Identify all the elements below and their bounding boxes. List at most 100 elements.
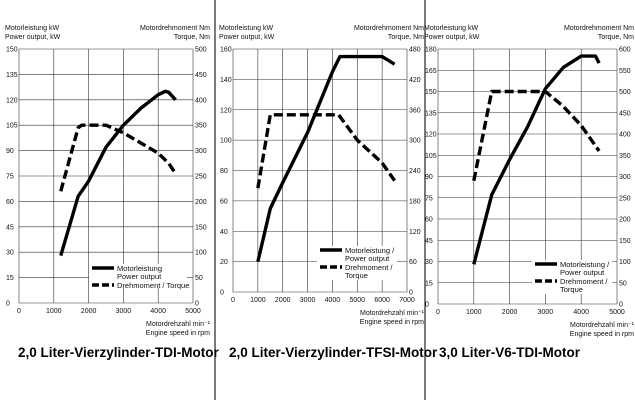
y-right-tick-label: 500 [619, 89, 631, 96]
y-left-tick-label: 105 [425, 153, 437, 160]
y-right-tick-label: 300 [619, 174, 631, 181]
x-tick-label: 4000 [150, 308, 166, 315]
y-left-tick-label: 15 [6, 275, 14, 282]
y-right-tick-label: 300 [195, 148, 207, 155]
x-tick-label: 5000 [349, 297, 365, 304]
y-right-tick-label: 200 [195, 199, 207, 206]
y-right-tick-label: 0 [409, 290, 413, 297]
x-tick-label: 0 [231, 297, 235, 304]
y-right-tick-label: 50 [619, 280, 627, 287]
legend-label: Power output [345, 254, 390, 263]
y-right-tick-label: 600 [619, 47, 631, 54]
power-line [256, 54, 396, 263]
power-line [59, 89, 177, 257]
y-right-tick-label: 50 [195, 275, 203, 282]
x-tick-label: 1000 [250, 297, 266, 304]
y-right-axis-label: Motordrehmoment Nm [564, 25, 634, 32]
x-tick-label: 5000 [609, 309, 625, 316]
legend-label: Motorleistung / [560, 260, 610, 269]
y-left-tick-label: 160 [220, 47, 232, 54]
y-left-tick-label: 60 [425, 217, 433, 224]
chart-title: 2,0 Liter-Vierzylinder-TFSI-Motor [229, 345, 438, 360]
legend-label: Power output [117, 272, 162, 281]
y-right-axis-label: Torque, Nm [388, 34, 424, 41]
y-left-tick-label: 80 [220, 168, 228, 175]
legend-label: Power output [560, 268, 605, 277]
y-left-tick-label: 20 [220, 259, 228, 266]
y-left-axis-label: Power output, kW [219, 34, 275, 41]
y-left-axis-label: Motorleistung kW [5, 25, 59, 32]
y-left-tick-label: 60 [220, 198, 228, 205]
y-right-tick-label: 400 [619, 132, 631, 139]
power-line [472, 54, 601, 265]
x-tick-label: 4000 [573, 309, 589, 316]
torque-line [256, 113, 396, 189]
y-left-tick-label: 105 [6, 123, 18, 130]
x-tick-label: 2000 [275, 297, 291, 304]
y-left-tick-label: 45 [6, 224, 14, 231]
y-right-tick-label: 360 [409, 107, 421, 114]
y-right-tick-label: 350 [195, 123, 207, 130]
y-right-tick-label: 250 [619, 195, 631, 202]
x-tick-label: 3000 [538, 309, 554, 316]
legend-label: Motorleistung [117, 264, 162, 273]
x-tick-label: 3000 [300, 297, 316, 304]
x-tick-label: 0 [17, 308, 21, 315]
y-right-tick-label: 350 [619, 153, 631, 160]
y-left-tick-label: 120 [6, 97, 18, 104]
y-left-tick-label: 90 [425, 174, 433, 181]
x-tick-label: 2000 [81, 308, 97, 315]
y-right-tick-label: 400 [195, 97, 207, 104]
y-right-axis-label: Torque, Nm [598, 34, 634, 41]
x-tick-label: 5000 [185, 308, 201, 315]
y-left-tick-label: 75 [425, 195, 433, 202]
y-left-tick-label: 150 [6, 47, 18, 54]
y-left-tick-label: 0 [425, 302, 429, 309]
y-left-tick-label: 45 [425, 238, 433, 245]
chart-title: 3,0 Liter-V6-TDI-Motor [439, 345, 581, 360]
y-left-tick-label: 135 [425, 110, 437, 117]
y-right-tick-label: 420 [409, 77, 421, 84]
y-right-tick-label: 450 [619, 110, 631, 117]
legend-label: Drehmoment / Torque [117, 281, 189, 290]
y-left-tick-label: 60 [6, 199, 14, 206]
y-right-tick-label: 150 [195, 224, 207, 231]
y-left-tick-label: 75 [6, 174, 14, 181]
x-tick-label: 6000 [374, 297, 390, 304]
y-right-tick-label: 550 [619, 68, 631, 75]
x-tick-label: 2000 [502, 309, 518, 316]
y-left-tick-label: 100 [220, 138, 232, 145]
y-left-tick-label: 40 [220, 229, 228, 236]
y-left-tick-label: 150 [425, 89, 437, 96]
legend-label: Torque [560, 285, 583, 294]
y-right-axis-label: Torque, Nm [174, 34, 210, 41]
y-left-tick-label: 30 [6, 250, 14, 257]
x-axis-label: Engine speed in rpm [146, 330, 210, 337]
y-left-axis-label: Power output, kW [424, 34, 480, 41]
y-right-tick-label: 180 [409, 198, 421, 205]
y-right-tick-label: 480 [409, 47, 421, 54]
chart-title: 2,0 Liter-Vierzylinder-TDI-Motor [18, 345, 220, 360]
x-axis-label: Engine speed in rpm [570, 331, 634, 338]
chart-panel-3: 0 1000 2000 3000 4000 50000153045607590105120… [424, 25, 635, 360]
y-left-tick-label: 30 [425, 259, 433, 266]
y-left-axis-label: Motorleistung kW [424, 25, 478, 32]
x-tick-label: 4000 [325, 297, 341, 304]
y-right-tick-label: 0 [619, 302, 623, 309]
chart-panel-1: 0 1000 2000 3000 4000 50000153045607590105120… [5, 25, 220, 360]
torque-line [472, 89, 601, 182]
y-left-tick-label: 180 [425, 47, 437, 54]
torque-line [59, 123, 178, 192]
y-left-tick-label: 165 [425, 68, 437, 75]
y-right-tick-label: 200 [619, 217, 631, 224]
y-left-tick-label: 120 [425, 132, 437, 139]
y-right-tick-label: 450 [195, 72, 207, 79]
x-axis-label: Motordrehzahl min⁻¹ [146, 321, 211, 328]
y-right-tick-label: 150 [619, 238, 631, 245]
y-left-tick-label: 140 [220, 77, 232, 84]
y-right-axis-label: Motordrehmoment Nm [140, 25, 210, 32]
x-tick-label: 1000 [466, 309, 482, 316]
